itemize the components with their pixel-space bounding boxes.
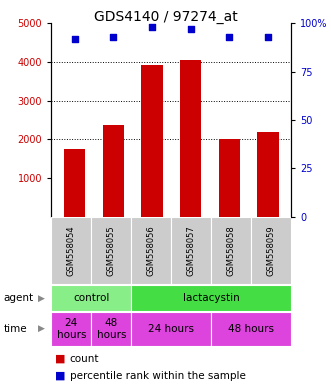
Point: [188, 26, 193, 32]
Point: [72, 35, 77, 41]
Text: count: count: [70, 354, 99, 364]
Bar: [131, 217, 171, 284]
Bar: [131, 312, 211, 346]
Text: GDS4140 / 97274_at: GDS4140 / 97274_at: [94, 10, 237, 23]
Text: GSM558055: GSM558055: [107, 225, 116, 276]
Text: 48 hours: 48 hours: [228, 324, 274, 334]
Bar: [131, 285, 291, 311]
Bar: [91, 312, 131, 346]
Bar: [211, 217, 251, 284]
Bar: [219, 139, 240, 217]
Point: [265, 33, 271, 40]
Point: [111, 33, 116, 40]
Text: lactacystin: lactacystin: [183, 293, 240, 303]
Bar: [251, 217, 291, 284]
Bar: [171, 217, 211, 284]
Text: 48
hours: 48 hours: [97, 318, 126, 339]
Text: percentile rank within the sample: percentile rank within the sample: [70, 371, 245, 381]
Bar: [211, 312, 291, 346]
Bar: [91, 217, 131, 284]
Bar: [64, 149, 85, 217]
Text: GSM558058: GSM558058: [227, 225, 236, 276]
Bar: [51, 217, 91, 284]
Bar: [103, 125, 124, 217]
Text: GSM558057: GSM558057: [187, 225, 196, 276]
Text: 24
hours: 24 hours: [57, 318, 86, 339]
Bar: [258, 132, 279, 217]
Text: GSM558056: GSM558056: [147, 225, 156, 276]
Text: ▶: ▶: [38, 324, 45, 333]
Text: ■: ■: [55, 371, 65, 381]
Bar: [141, 65, 163, 217]
Text: ■: ■: [55, 354, 65, 364]
Text: control: control: [73, 293, 110, 303]
Bar: [51, 312, 91, 346]
Point: [227, 33, 232, 40]
Text: GSM558059: GSM558059: [267, 225, 276, 276]
Text: time: time: [3, 324, 27, 334]
Text: GSM558054: GSM558054: [67, 225, 76, 276]
Bar: [51, 285, 131, 311]
Bar: [180, 60, 201, 217]
Point: [149, 24, 155, 30]
Text: 24 hours: 24 hours: [148, 324, 194, 334]
Text: ▶: ▶: [38, 293, 45, 303]
Text: agent: agent: [3, 293, 33, 303]
